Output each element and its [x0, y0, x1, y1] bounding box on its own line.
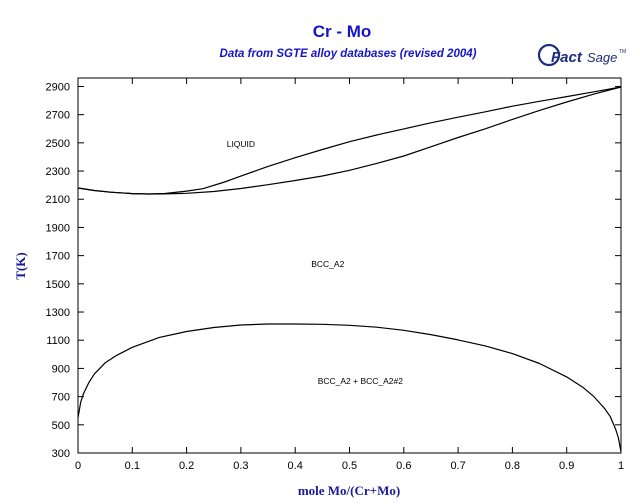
region-labels: LIQUID BCC_A2 BCC_A2 + BCC_A2#2 — [227, 139, 404, 386]
chart-subtitle: Data from SGTE alloy databases (revised … — [220, 48, 477, 60]
x-tick-label: 0.9 — [559, 460, 574, 472]
logo-text-mark: TM — [619, 49, 626, 55]
y-tick-label: 2700 — [46, 110, 70, 122]
region-label: BCC_A2 — [311, 259, 344, 269]
logo-ring-icon — [537, 43, 561, 67]
x-tick-label: 0.4 — [288, 460, 303, 472]
solidus-curve — [77, 86, 622, 195]
plot-area-frame — [77, 77, 622, 454]
x-tick-label: 0.3 — [233, 460, 248, 472]
x-tick-label: 0.7 — [450, 460, 465, 472]
y-tick-label: 2100 — [46, 194, 70, 206]
y-tick-label: 700 — [52, 392, 70, 404]
factsage-logo: Fact Sage TM — [537, 43, 626, 67]
x-tick-label: 0.1 — [125, 460, 140, 472]
x-tick-label: 1 — [618, 460, 624, 472]
phase-boundaries — [77, 86, 622, 452]
y-tick-label: 1100 — [46, 335, 70, 347]
miscibility-gap-curve — [77, 323, 622, 452]
x-tick-label: 0 — [75, 460, 81, 472]
y-tick-label: 2300 — [46, 166, 70, 178]
x-axis-ticks: 0 0.1 0.2 0.3 0.4 0.5 0.6 0.7 0.8 0.9 1 — [75, 78, 624, 472]
x-tick-label: 0.6 — [396, 460, 411, 472]
x-tick-label: 0.5 — [342, 460, 357, 472]
liquidus-curve — [77, 86, 622, 195]
y-axis-label: T(K) — [13, 252, 28, 279]
y-tick-label: 2900 — [46, 81, 70, 93]
x-axis-label: mole Mo/(Cr+Mo) — [298, 483, 400, 498]
y-tick-label: 1700 — [46, 251, 70, 263]
y-tick-label: 900 — [52, 363, 70, 375]
logo-text-sage: Sage — [587, 50, 617, 65]
y-tick-label: 1900 — [46, 222, 70, 234]
y-tick-label: 2500 — [46, 138, 70, 150]
y-tick-label: 1300 — [46, 307, 70, 319]
region-label: BCC_A2 + BCC_A2#2 — [318, 376, 404, 386]
x-tick-label: 0.8 — [505, 460, 520, 472]
y-axis-ticks: 300 500 700 900 1100 1300 1500 1700 1900 2100 2300… — [46, 81, 621, 460]
region-label: LIQUID — [227, 139, 255, 149]
chart-title: Cr - Mo — [313, 22, 372, 41]
x-tick-label: 0.2 — [179, 460, 194, 472]
y-tick-label: 300 — [52, 448, 70, 460]
y-tick-label: 500 — [52, 420, 70, 432]
logo-text-fact: Fact — [551, 49, 583, 66]
y-tick-label: 1500 — [46, 279, 70, 291]
